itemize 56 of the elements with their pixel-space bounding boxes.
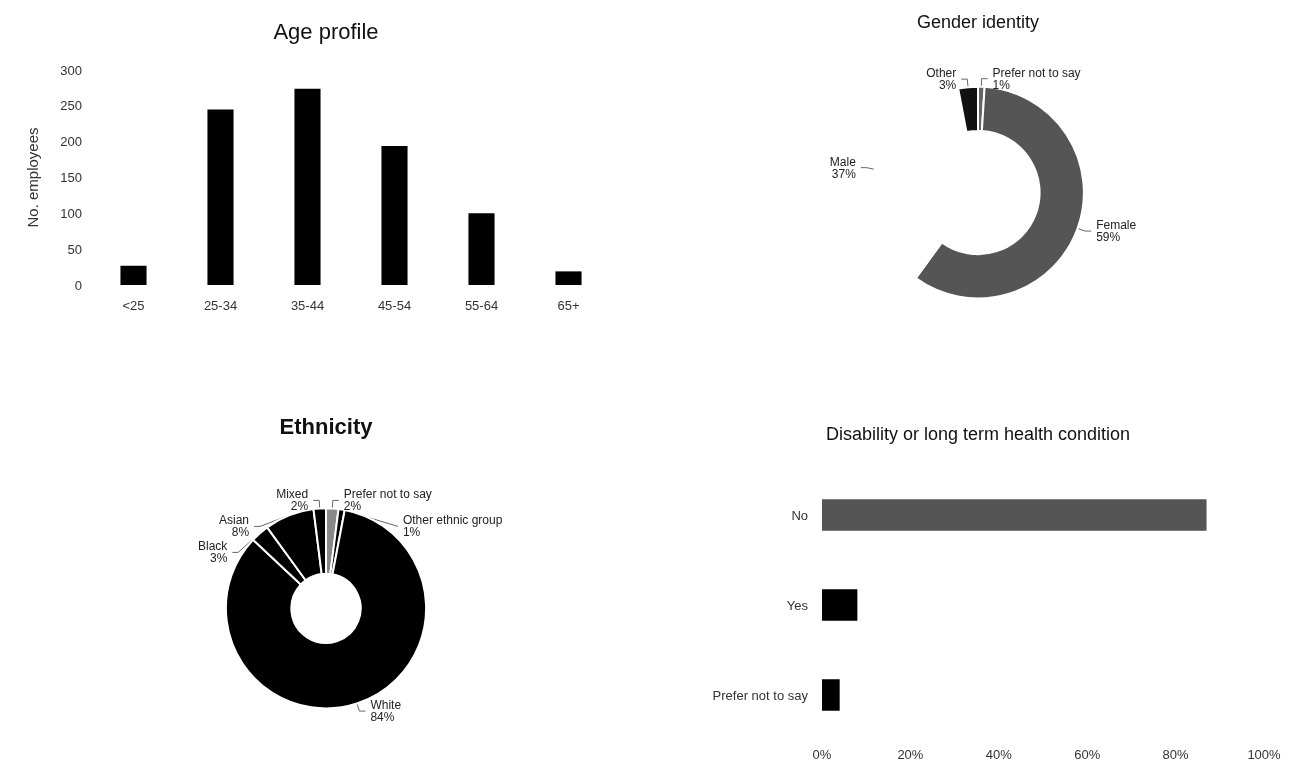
x-tick-label: 25-34 [203,298,238,313]
slice-label: Prefer not to say [343,487,432,502]
y-tick-label: 150 [60,170,82,185]
data-label: 2% [343,499,362,514]
slice-label: Other [926,66,957,81]
slice-label: Other ethnic group [402,513,503,528]
data-label: 1% [402,525,421,540]
slice-label: Black [197,539,229,554]
slice-label: Prefer not to say [992,65,1081,80]
bar [294,88,321,285]
y-tick-label: 0 [74,277,82,293]
x-tick-label: 80% [1162,747,1190,762]
x-tick-label: 35-44 [290,298,325,313]
bar [120,265,147,285]
data-label: 59% [1096,230,1121,245]
data-label: 37% [831,166,857,181]
data-label: 3% [209,551,228,566]
y-tick-label: 100 [60,205,82,221]
bar [207,109,234,285]
chart-title: Age profile [273,18,379,44]
chart-title: Ethnicity [279,413,374,439]
chart-title: Gender identity [916,12,1040,32]
data-label: 2% [290,499,309,514]
y-tick-label: No [791,507,808,523]
slice-label: Female [1096,218,1137,233]
y-tick-label: 250 [60,98,82,114]
y-axis-title: No. employees [24,127,41,228]
bar [381,145,408,285]
bar [822,679,840,711]
y-tick-label: 300 [60,62,82,78]
x-tick-label: 0% [812,747,832,762]
data-label: 84% [370,710,395,725]
y-tick-label: Yes [786,597,809,613]
x-tick-label: 45-54 [377,298,412,313]
data-label: 3% [938,78,957,93]
chart-title: Disability or long term health condition [825,424,1131,444]
bar [468,213,495,285]
x-tick-label: 100% [1247,747,1282,762]
slice-label: Asian [219,513,250,528]
x-tick-label: 60% [1074,747,1101,762]
y-tick-label: Prefer not to say [712,687,809,703]
x-tick-label: 40% [985,747,1013,762]
bar [822,589,858,621]
slice-label: White [370,698,402,713]
y-tick-label: 200 [60,134,82,150]
data-label: 8% [231,525,250,540]
bar [555,271,582,285]
x-tick-label: 55-64 [464,298,499,313]
x-tick-label: 20% [897,747,924,762]
slice-label: Male [829,154,857,169]
bar [822,499,1207,531]
y-tick-label: 50 [67,241,82,257]
slice-label: Mixed [276,487,309,502]
x-tick-label: <25 [122,298,145,313]
x-tick-label: 65+ [557,298,580,313]
data-label: 1% [992,77,1011,92]
